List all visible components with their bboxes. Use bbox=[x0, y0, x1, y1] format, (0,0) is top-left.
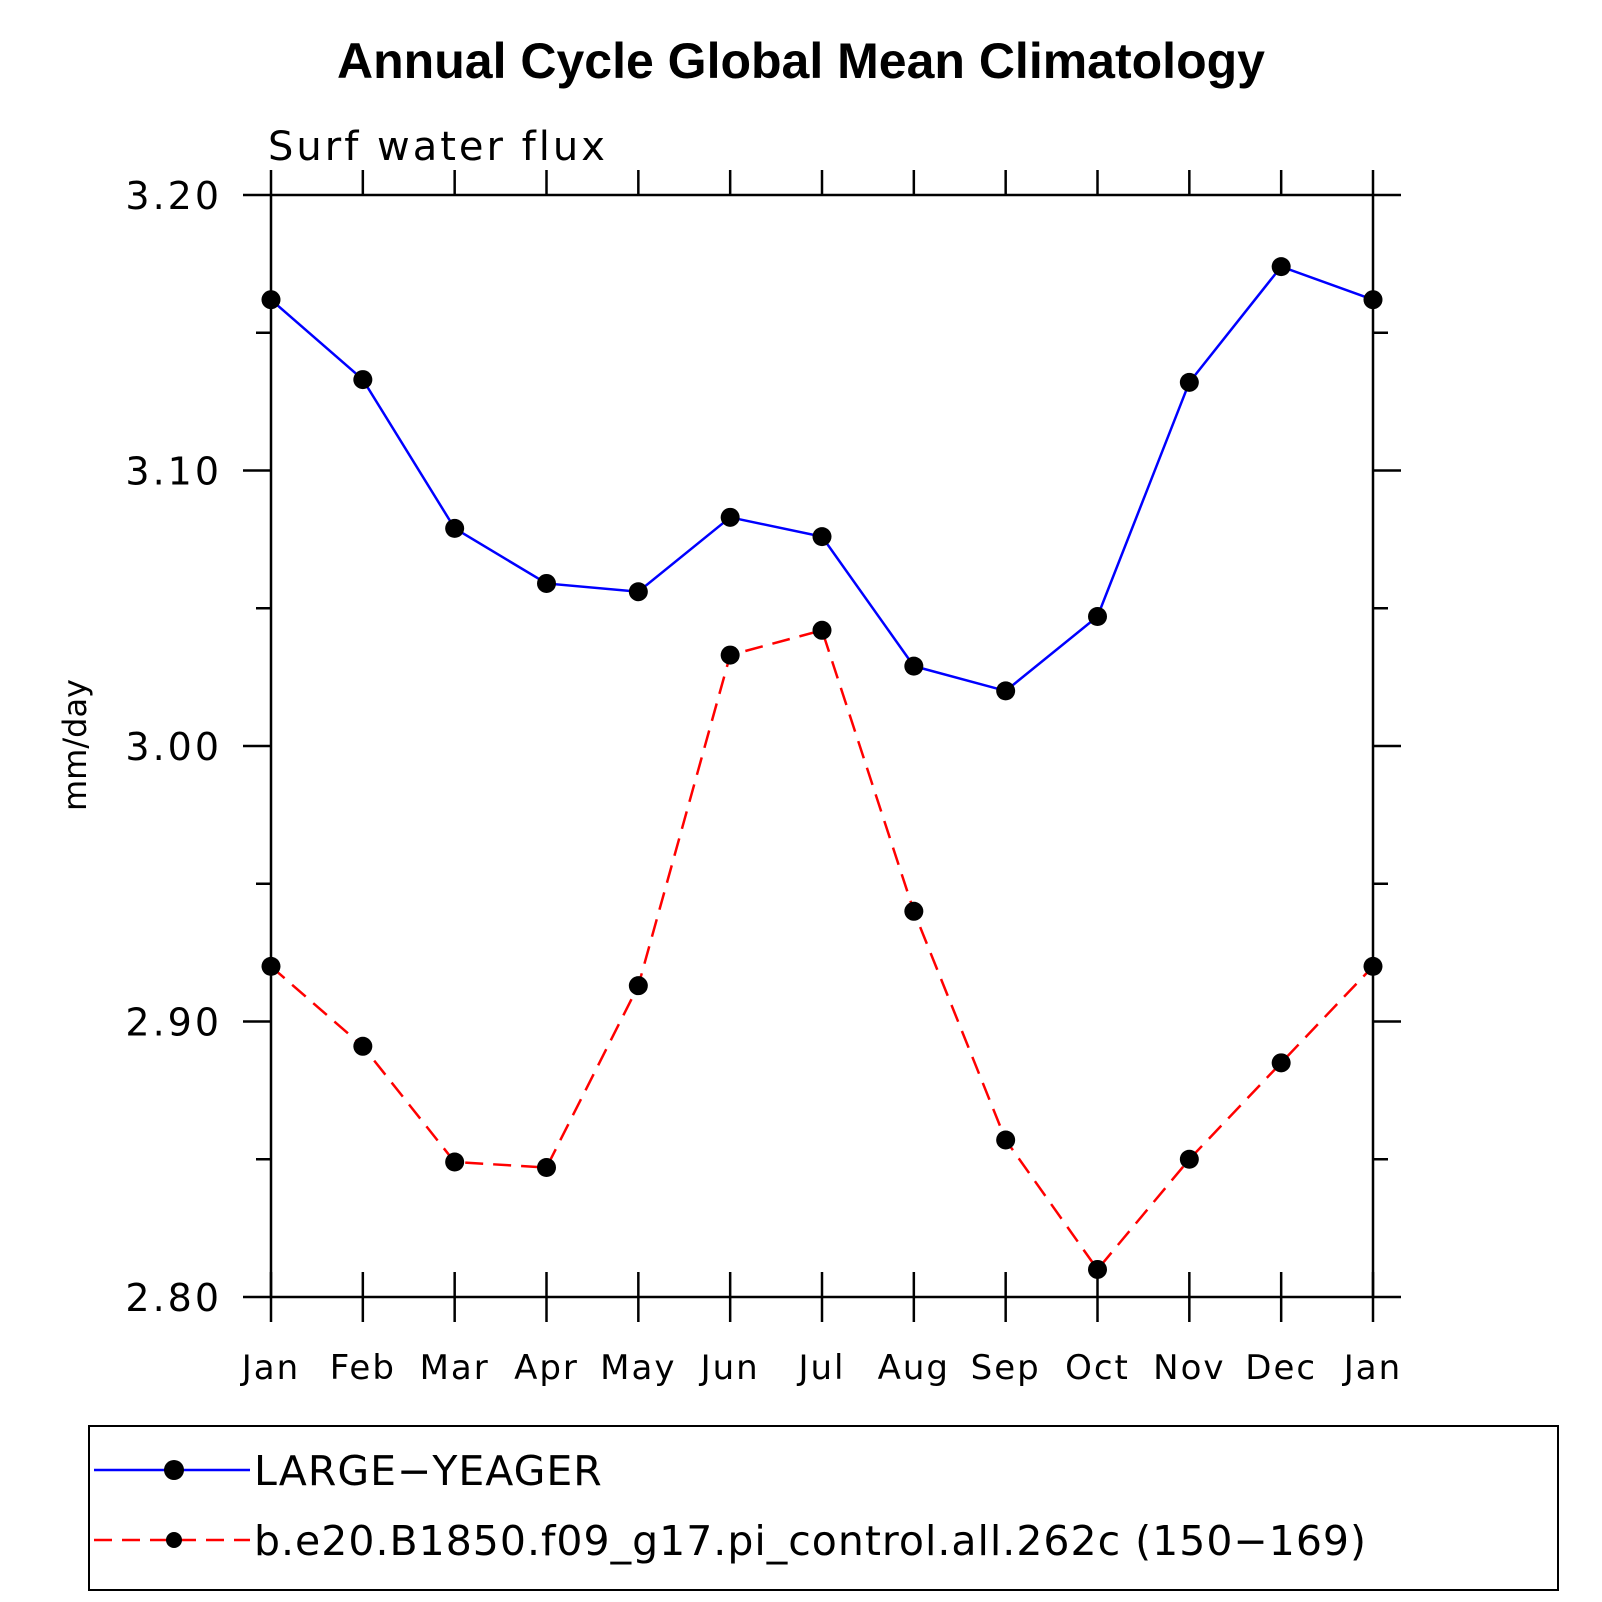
plot-axes: Jan Feb Mar Apr May Jun Jul Aug Sep Oct Nov Dec Jan 3… bbox=[125, 170, 1402, 1388]
x-tick-label: May bbox=[600, 1348, 676, 1388]
legend-label: LARGE−YEAGER bbox=[254, 1447, 603, 1495]
x-tick-label: Aug bbox=[878, 1348, 950, 1388]
data-point bbox=[1271, 1053, 1291, 1073]
data-point bbox=[1179, 372, 1199, 392]
x-tick-label: Jan bbox=[240, 1348, 300, 1388]
data-point bbox=[628, 582, 648, 602]
data-point bbox=[628, 976, 648, 996]
legend: LARGE−YEAGER b.e20.B1850.f09_g17.pi_contr… bbox=[88, 1425, 1559, 1591]
data-point bbox=[353, 370, 373, 390]
data-point bbox=[904, 901, 924, 921]
x-tick-label: Sep bbox=[971, 1348, 1041, 1388]
legend-marker bbox=[166, 1532, 182, 1548]
y-tick-label: 3.00 bbox=[125, 725, 222, 769]
series-2 bbox=[261, 620, 1383, 1279]
y-tick-label: 2.80 bbox=[125, 1276, 222, 1320]
data-point bbox=[720, 507, 740, 527]
data-point bbox=[1363, 290, 1383, 310]
data-point bbox=[1088, 1259, 1107, 1279]
data-point bbox=[445, 1152, 465, 1172]
series-1 bbox=[261, 257, 1383, 701]
x-tick-label: Apr bbox=[514, 1348, 579, 1388]
x-tick-label: Dec bbox=[1245, 1348, 1317, 1388]
data-point bbox=[1363, 956, 1383, 976]
y-tick-label: 3.10 bbox=[125, 450, 222, 494]
data-point bbox=[261, 956, 281, 976]
data-point bbox=[537, 573, 556, 593]
data-point bbox=[1271, 257, 1291, 277]
chart-title: Annual Cycle Global Mean Climatology bbox=[337, 33, 1265, 89]
data-point bbox=[812, 620, 832, 640]
x-tick-label: Feb bbox=[330, 1348, 396, 1388]
chart-subtitle: Surf water flux bbox=[268, 124, 608, 170]
y-tick-label: 2.90 bbox=[125, 1001, 222, 1045]
x-tick-label: Mar bbox=[420, 1348, 490, 1388]
data-point bbox=[537, 1158, 556, 1178]
data-point bbox=[353, 1036, 373, 1056]
legend-box bbox=[88, 1425, 1559, 1591]
data-point bbox=[904, 656, 924, 676]
x-tick-label: Nov bbox=[1153, 1348, 1225, 1388]
series-line bbox=[270, 628, 1374, 1272]
x-tick-label: Oct bbox=[1065, 1348, 1130, 1388]
series-layer bbox=[261, 257, 1383, 1279]
x-tick-label: Jul bbox=[796, 1348, 845, 1388]
data-point bbox=[996, 681, 1016, 701]
y-tick-label: 3.20 bbox=[125, 174, 222, 218]
data-point bbox=[1179, 1149, 1199, 1169]
data-point bbox=[996, 1130, 1016, 1150]
legend-label: b.e20.B1850.f09_g17.pi_control.all.262c … bbox=[254, 1517, 1367, 1565]
data-point bbox=[1088, 607, 1107, 627]
x-tick-label: Jan bbox=[1342, 1348, 1402, 1388]
y-axis-label: mm/day bbox=[56, 679, 94, 811]
legend-marker bbox=[164, 1460, 184, 1480]
data-point bbox=[720, 645, 740, 665]
data-point bbox=[445, 518, 465, 538]
data-point bbox=[261, 290, 281, 310]
x-tick-label: Jun bbox=[699, 1348, 760, 1388]
data-point bbox=[812, 527, 832, 547]
